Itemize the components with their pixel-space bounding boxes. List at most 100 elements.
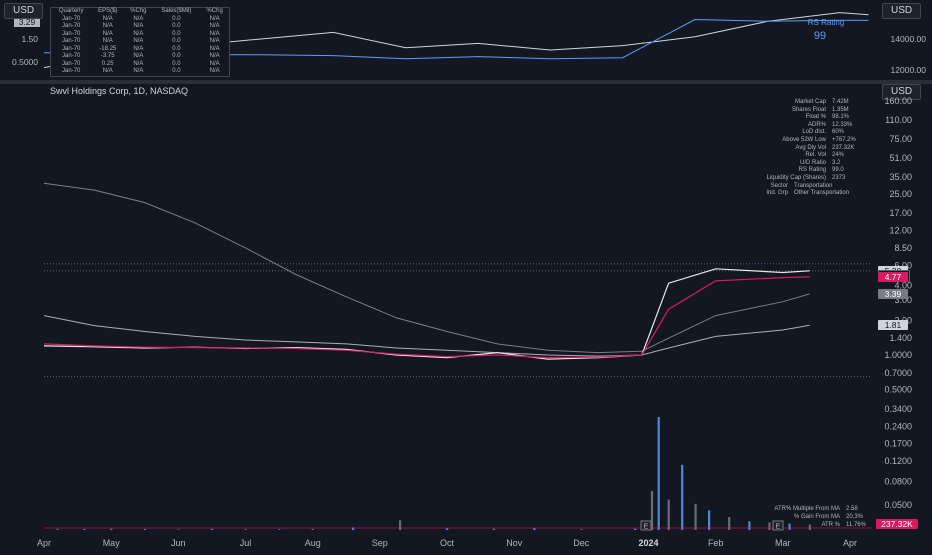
earnings-marker-label: E xyxy=(776,524,781,531)
table-cell: Jan-70 xyxy=(62,38,81,44)
stat-value: 60% xyxy=(832,129,845,136)
price-chart: 160.00 110.00 75.00 51.00 35.00 25.00 17.00 12.… xyxy=(37,96,912,548)
volume-bar xyxy=(681,464,684,530)
table-cell: N/A xyxy=(209,15,220,22)
y-tick-label: 0.5000 xyxy=(884,385,912,395)
volume-bar xyxy=(83,529,86,530)
ma200-line xyxy=(43,182,810,354)
volume-bar xyxy=(311,528,314,530)
volume-bar xyxy=(768,522,771,530)
table-cell: Jan-70 xyxy=(62,68,81,74)
stat-key: Avg Dly Vol xyxy=(795,144,826,151)
stat-value: 98.1% xyxy=(832,114,850,121)
table-cell: 0.0 xyxy=(172,68,181,74)
stat-row: U/D Ratio 3.2 xyxy=(740,160,870,168)
earnings-marker-label: E xyxy=(644,524,649,531)
x-tick-label: Jun xyxy=(171,538,186,548)
y-tick-label: 51.00 xyxy=(889,153,912,163)
x-tick-label: Dec xyxy=(573,538,590,548)
stat-row: Sector Transportation xyxy=(740,183,870,191)
currency-badge-top-left[interactable]: USD xyxy=(4,3,44,19)
table-cell: N/A xyxy=(133,23,144,29)
stat-value: 2373 xyxy=(832,174,846,181)
table-cell: 0.25 xyxy=(101,60,114,67)
table-cell: N/A xyxy=(209,38,220,44)
volume-bar xyxy=(694,503,697,530)
table-cell: N/A xyxy=(102,68,113,74)
stat-value: 11.76% xyxy=(846,522,866,528)
x-tick-label: Oct xyxy=(440,538,455,548)
stat-value: 7.42M xyxy=(832,99,849,105)
left-axis-tick: 1.50 xyxy=(21,34,38,44)
volume-bar xyxy=(808,524,811,530)
ma50-line xyxy=(43,315,810,357)
price-axis-label: 4.77 xyxy=(878,271,908,282)
stat-key: Ind. Grp xyxy=(766,190,788,197)
table-cell: Jan-70 xyxy=(62,60,81,67)
main-price-panel: 160.00 110.00 75.00 51.00 35.00 25.00 17.00 12.… xyxy=(0,84,932,550)
pane-separator[interactable] xyxy=(0,80,932,84)
stat-key: % Gain From MA xyxy=(793,514,840,520)
stat-row: Liquidity Cap (Shares) 2373 xyxy=(740,175,870,183)
x-tick-label: May xyxy=(103,538,121,548)
stat-key: ATR % xyxy=(821,522,840,528)
y-tick-label: 3.00 xyxy=(894,295,912,305)
left-axis-tick: 0.5000 xyxy=(12,57,38,67)
table-cell: N/A xyxy=(133,30,144,37)
stat-row: RS Rating 99.0 xyxy=(740,167,870,175)
table-cell: N/A xyxy=(133,38,144,44)
y-tick-label: 4.00 xyxy=(894,281,912,291)
y-tick-label: 0.3400 xyxy=(884,404,912,414)
volume-bar xyxy=(446,528,449,530)
table-cell: N/A xyxy=(209,45,220,52)
table-row: Jan-70 0.25 N/A 0.0 N/A xyxy=(51,61,230,69)
volume-bar xyxy=(634,528,637,530)
table-cell: 0.0 xyxy=(172,38,181,44)
earnings-marker[interactable] xyxy=(640,520,652,531)
header-eps-chg: %Chg xyxy=(130,8,147,14)
volume-bar xyxy=(533,528,536,530)
table-cell: 0.0 xyxy=(172,45,181,52)
volume-bar xyxy=(56,528,59,530)
y-tick-label: 110.00 xyxy=(885,115,912,125)
stat-key: Market Cap xyxy=(794,99,826,105)
volume-bar xyxy=(278,529,281,530)
header-sales-chg: %Chg xyxy=(206,8,223,14)
stat-key: Above 52W Low xyxy=(782,136,826,143)
y-tick-label: 1.400 xyxy=(889,333,912,343)
currency-badge-top-right[interactable]: USD xyxy=(882,3,922,19)
stat-value: 12.33% xyxy=(832,121,853,128)
table-cell: N/A xyxy=(102,38,113,44)
header-sales: Sales($Mil) xyxy=(161,8,192,14)
left-axis-badge: 3.29 xyxy=(19,17,36,27)
y-tick-label: 75.00 xyxy=(889,134,912,144)
table-cell: Jan-70 xyxy=(62,15,81,22)
table-cell: N/A xyxy=(209,53,220,59)
volume-bar xyxy=(788,523,791,530)
stat-key: RS Rating xyxy=(798,167,826,174)
table-cell: N/A xyxy=(133,45,144,52)
ma10-line xyxy=(43,276,810,359)
earnings-marker[interactable] xyxy=(772,520,784,531)
currency-badge-main[interactable]: USD xyxy=(882,84,922,100)
table-cell: N/A xyxy=(133,53,144,59)
table-cell: N/A xyxy=(102,23,113,29)
x-tick-label: Apr xyxy=(37,538,51,548)
y-tick-label: 0.1200 xyxy=(884,456,912,466)
stats-overlay: Market Cap 7.42M Shares Float 1.35M Float % 9… xyxy=(740,99,870,198)
volume-bar xyxy=(708,510,711,530)
stat-value: Other Transportation xyxy=(794,190,850,197)
stat-key: ATR% Multiple From MA xyxy=(774,506,840,512)
rs-line-chart: 3.29 1.50 0.5000 14000.00 12000.00 RS Rating 9… xyxy=(12,12,926,75)
stat-row: Shares Float 1.35M xyxy=(740,107,870,115)
y-tick-label: 0.0800 xyxy=(884,477,912,487)
table-cell: N/A xyxy=(209,23,220,29)
table-row: Jan-70 N/A N/A 0.0 N/A xyxy=(51,23,230,31)
stat-row: Avg Dly Vol 237.32K xyxy=(740,145,870,153)
stat-value: 99.0 xyxy=(832,167,844,174)
table-row: Jan-70 N/A N/A 0.0 N/A xyxy=(51,38,230,46)
table-cell: N/A xyxy=(209,30,220,37)
volume-bar xyxy=(657,417,660,530)
stat-row: Ind. Grp Other Transportation xyxy=(740,190,870,198)
stat-row: ATR% Multiple From MA 2.58 xyxy=(760,505,872,513)
